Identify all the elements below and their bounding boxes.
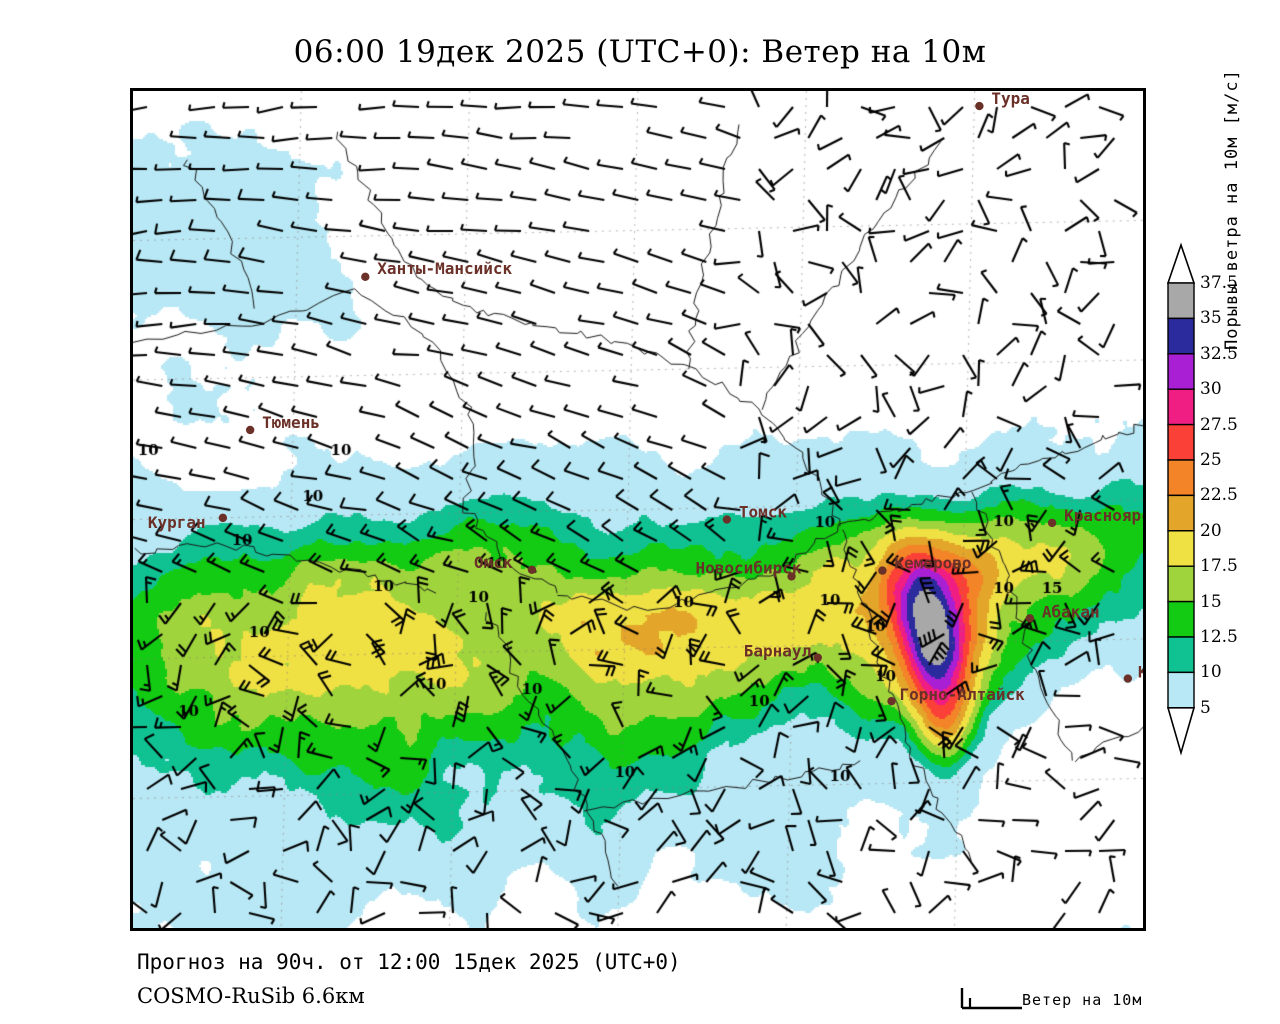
colorbar-tick: 32.5 — [1200, 343, 1238, 364]
city-marker[interactable]: Тюмень — [245, 413, 320, 435]
city-label: Абакан — [1042, 602, 1100, 621]
city-marker[interactable]: Томск — [722, 503, 788, 524]
city-marker[interactable]: Красноярск — [1047, 506, 1143, 528]
city-label: Тура — [991, 91, 1030, 108]
city-marker[interactable]: Горно-Алтайск — [887, 685, 1026, 706]
city-label: Омск — [474, 553, 513, 572]
city-dot — [218, 513, 228, 523]
colorbar-tick: 27.5 — [1200, 414, 1238, 435]
city-dot — [722, 515, 732, 524]
city-marker[interactable]: Барнаул — [744, 642, 822, 662]
city-dot — [1123, 674, 1133, 683]
city-label: Барнаул — [744, 642, 811, 661]
wind-barb-icon — [960, 988, 1022, 1010]
city-marker[interactable]: Кызыл — [1123, 663, 1143, 683]
city-dot — [1025, 614, 1035, 623]
city-label: Ханты-Мансийск — [377, 259, 512, 278]
city-dot — [975, 101, 984, 111]
city-label: Новосибирск — [696, 558, 802, 577]
wind-barb-legend-label: Ветер на 10м — [1022, 991, 1143, 1009]
colorbar-tick: 20 — [1200, 520, 1222, 541]
city-dot — [361, 272, 370, 282]
city-dot — [887, 696, 896, 706]
forecast-line: Прогноз на 90ч. от 12:00 15дек 2025 (UTC… — [137, 950, 681, 974]
colorbar-tick: 30 — [1200, 379, 1222, 400]
city-dot — [1047, 518, 1057, 528]
city-label: Тюмень — [262, 413, 320, 432]
city-marker[interactable]: Курган — [148, 513, 228, 532]
colorbar-swatches — [1166, 242, 1196, 756]
colorbar: Порывы ветра на 10м [м/с] 37.5 35 32.5 30 27… — [1160, 69, 1280, 798]
city-label: Курган — [148, 513, 206, 532]
city-marker[interactable]: Новосибирск — [696, 558, 802, 581]
map-raster — [133, 91, 1143, 928]
city-label: Красноярск — [1064, 506, 1143, 525]
model-line: COSMO-RuSib 6.6км — [137, 984, 365, 1008]
colorbar-tick: 15 — [1200, 591, 1222, 612]
city-label: Томск — [739, 503, 788, 522]
colorbar-axis-title: Порывы ветра на 10м [м/с] — [1222, 69, 1242, 350]
weather-map[interactable]: Тура Ханты-Мансийск Тюмень Курган Омск Томск Н… — [130, 88, 1146, 931]
map-overlay: Тура Ханты-Мансийск Тюмень Курган Омск Томск Н… — [148, 91, 1143, 706]
colorbar-tick: 25 — [1200, 450, 1222, 470]
city-label: Кемерово — [894, 554, 971, 573]
colorbar-tick: 17.5 — [1200, 556, 1238, 577]
city-marker[interactable]: Ханты-Мансийск — [361, 259, 513, 282]
city-marker[interactable]: Кемерово — [878, 554, 971, 575]
city-marker[interactable]: Омск — [474, 553, 537, 574]
colorbar-tick: 22.5 — [1200, 485, 1238, 506]
city-label: Кызыл — [1138, 663, 1143, 682]
city-dot — [813, 653, 822, 662]
city-dot — [245, 425, 255, 435]
city-label: Горно-Алтайск — [900, 685, 1026, 704]
colorbar-tick: 10 — [1200, 662, 1222, 683]
colorbar-tick: 12.5 — [1200, 627, 1238, 647]
city-dot — [527, 565, 537, 574]
city-dot — [878, 566, 887, 575]
colorbar-tick: 37.5 — [1200, 273, 1238, 293]
city-marker[interactable]: Абакан — [1025, 602, 1100, 623]
colorbar-tick: 5 — [1200, 697, 1211, 718]
page-title: 06:00 19дек 2025 (UTC+0): Ветер на 10м — [293, 34, 987, 70]
city-marker[interactable]: Тура — [975, 91, 1030, 111]
city-dot — [787, 572, 796, 581]
colorbar-tick: 35 — [1200, 308, 1222, 329]
